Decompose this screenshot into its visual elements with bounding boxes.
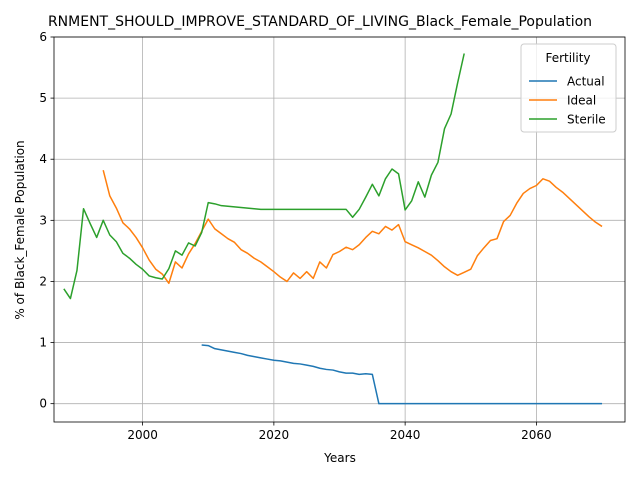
x-tick-label: 2040 bbox=[390, 428, 421, 442]
legend-label-ideal: Ideal bbox=[567, 94, 596, 108]
y-tick-label: 5 bbox=[39, 91, 47, 105]
chart-title: RNMENT_SHOULD_IMPROVE_STANDARD_OF_LIVING… bbox=[48, 14, 592, 30]
y-tick-label: 6 bbox=[39, 30, 47, 44]
x-tick-label: 2060 bbox=[521, 428, 552, 442]
legend-box bbox=[520, 43, 617, 133]
legend-title: Fertility bbox=[545, 51, 590, 65]
x-tick-label: 2000 bbox=[127, 428, 158, 442]
legend-label-sterile: Sterile bbox=[567, 113, 606, 127]
x-axis-label: Years bbox=[323, 451, 356, 465]
y-tick-label: 1 bbox=[39, 336, 47, 350]
y-tick-label: 2 bbox=[39, 274, 47, 288]
legend-label-actual: Actual bbox=[567, 75, 605, 89]
legend: Fertility Actual Ideal Sterile bbox=[520, 43, 617, 133]
y-tick-label: 0 bbox=[39, 397, 47, 411]
series-line-ideal bbox=[102, 170, 603, 285]
y-axis-label: % of Black_Female Population bbox=[13, 140, 27, 319]
series-line-sterile bbox=[63, 53, 465, 300]
x-tick-label: 2020 bbox=[259, 428, 290, 442]
series-layer bbox=[63, 53, 603, 405]
y-tick-label: 4 bbox=[39, 152, 47, 166]
series-line-actual bbox=[201, 344, 603, 405]
ticks: 2000 2020 2040 2060 0 1 2 3 4 5 6 bbox=[39, 30, 551, 442]
plot-frame bbox=[53, 36, 626, 423]
y-tick-label: 3 bbox=[39, 213, 47, 227]
